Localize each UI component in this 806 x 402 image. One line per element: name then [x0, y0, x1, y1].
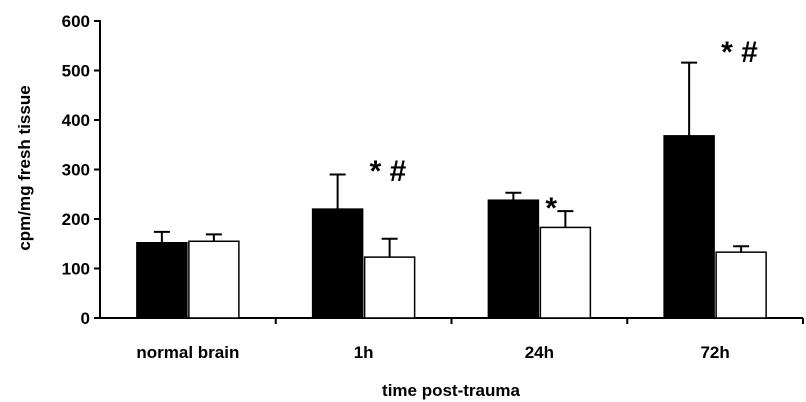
bar-series1-24h — [487, 199, 540, 319]
x-axis: normal brain 1h 24h 72h — [100, 317, 804, 362]
bar-series2-72h — [715, 251, 767, 319]
y-tick-label: 600 — [62, 12, 90, 31]
significance-annotation: * # — [370, 155, 407, 188]
category-label: normal brain — [136, 343, 239, 362]
y-axis-title: cpm/mg fresh tissue — [15, 85, 34, 250]
bar-series1-1h — [311, 208, 364, 319]
y-tick-label: 0 — [81, 309, 90, 328]
y-tick-label: 100 — [62, 260, 90, 279]
category-label: 24h — [525, 343, 554, 362]
y-tick-label: 200 — [62, 210, 90, 229]
y-tick-label: 500 — [62, 62, 90, 81]
category-label: 1h — [354, 343, 374, 362]
bar-series2-normal-brain — [188, 240, 240, 319]
bars — [136, 61, 767, 319]
significance-annotation: * — [545, 192, 557, 225]
x-axis-title: time post-trauma — [382, 381, 520, 400]
bar-series2-24h — [539, 226, 592, 319]
significance-annotation: * # — [721, 36, 758, 69]
category-label: 72h — [700, 343, 729, 362]
bar-series2-1h — [363, 256, 416, 319]
bar-series1-normal-brain — [136, 242, 188, 319]
y-tick-label: 400 — [62, 111, 90, 130]
bar-series1-72h — [663, 135, 715, 319]
y-axis: 0 100 200 300 400 500 600 — [62, 12, 101, 328]
annotations: * # * * # — [370, 36, 759, 225]
y-tick-label: 300 — [62, 161, 90, 180]
